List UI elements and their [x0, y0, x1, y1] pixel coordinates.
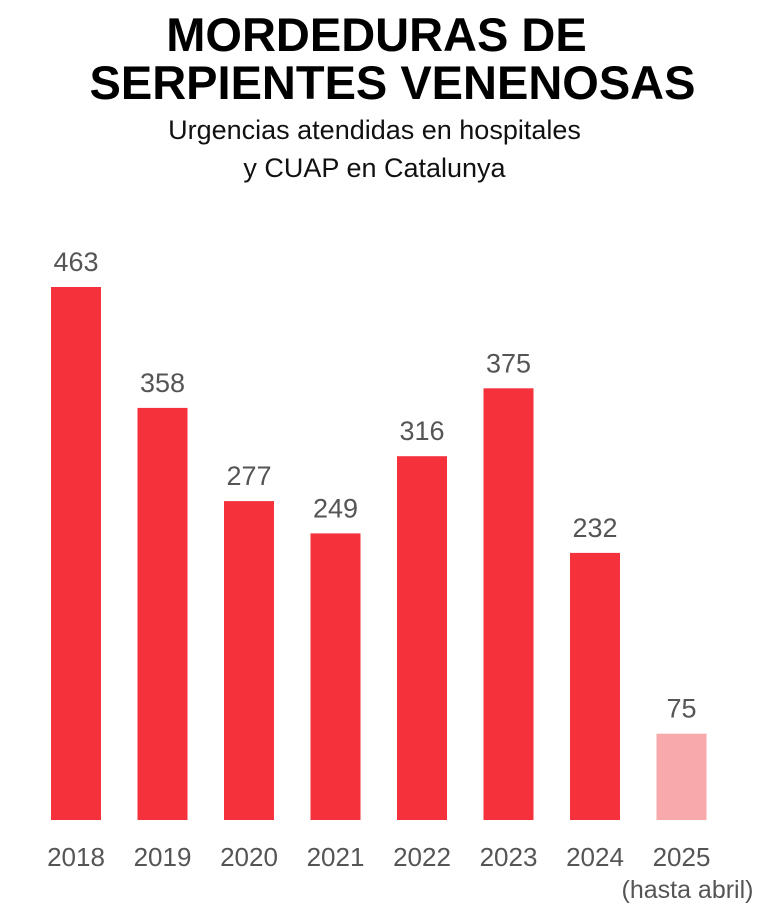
bar-2025: [656, 733, 707, 820]
bar-2019: [137, 407, 188, 820]
bar-2021: [310, 533, 361, 820]
x-tick-label-2019: 2019: [134, 842, 192, 872]
bar-2022: [397, 456, 447, 820]
data-label-2024: 232: [572, 513, 617, 543]
chart-subtitle-line-1: Urgencias atendidas en hospitales: [168, 115, 581, 145]
bar-2023: [483, 388, 534, 820]
x-tick-note-2025: (hasta abril): [622, 876, 754, 904]
bar-2020: [224, 501, 274, 820]
bar-2024: [570, 552, 620, 820]
x-tick-label-2022: 2022: [393, 842, 451, 872]
x-tick-label-2020: 2020: [220, 842, 278, 872]
data-label-2025: 75: [666, 694, 696, 724]
data-label-2018: 463: [53, 247, 98, 277]
x-tick-label-2023: 2023: [480, 842, 538, 872]
bar-2018: [51, 287, 101, 820]
data-label-2021: 249: [313, 493, 358, 523]
chart-title-line-1: MORDEDURAS DE: [166, 8, 587, 61]
data-label-2019: 358: [140, 368, 185, 398]
x-tick-label-2018: 2018: [47, 842, 105, 872]
data-label-2022: 316: [399, 416, 444, 446]
x-tick-label-2025: 2025: [653, 842, 711, 872]
data-label-2023: 375: [486, 348, 531, 378]
chart-title-line-2: SERPIENTES VENENOSAS: [89, 56, 696, 109]
chart-subtitle-line-2: y CUAP en Catalunya: [243, 153, 506, 183]
x-tick-label-2024: 2024: [566, 842, 624, 872]
data-label-2020: 277: [226, 461, 271, 491]
x-tick-label-2021: 2021: [307, 842, 365, 872]
